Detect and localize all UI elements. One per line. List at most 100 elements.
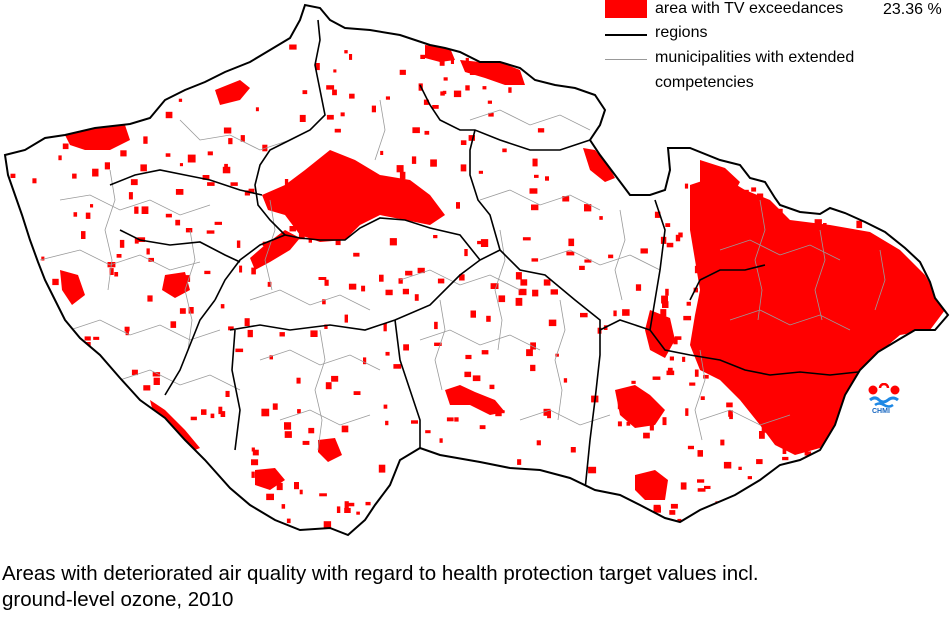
exceedance-cell <box>673 337 678 345</box>
exceedance-cell <box>114 272 119 277</box>
exceedance-cell <box>218 406 223 415</box>
exceedance-cell <box>680 482 687 490</box>
exceedance-cell <box>116 254 122 258</box>
exceedance-cell <box>323 521 332 530</box>
exceedance-cell <box>846 347 850 353</box>
exceedance-cell <box>330 166 335 170</box>
exceedance-cell <box>697 488 706 492</box>
exceedance-cell <box>827 352 835 359</box>
exceedance-cell <box>403 344 409 351</box>
exceedance-cell <box>365 501 371 506</box>
exceedance-cell <box>335 238 341 246</box>
exceedance-cell <box>892 319 897 327</box>
exceedance-cell <box>206 230 215 234</box>
exceedance-cell <box>822 300 828 304</box>
exceedance-cell <box>324 279 329 286</box>
exceedance-cell <box>131 369 138 376</box>
exceedance-cell <box>251 267 256 275</box>
exceedance-cell <box>584 259 592 263</box>
exceedance-area-brno <box>615 385 665 428</box>
exceedance-cell <box>881 316 889 324</box>
exceedance-cell <box>738 466 742 470</box>
exceedance-cell <box>697 450 703 457</box>
exceedance-cell <box>230 182 238 186</box>
exceedance-cell <box>613 310 617 317</box>
exceedance-cell <box>704 485 711 489</box>
exceedance-cell <box>768 335 774 343</box>
exceedance-cell <box>771 408 777 414</box>
exceedance-cell <box>41 256 45 261</box>
exceedance-cell <box>302 440 310 445</box>
exceedance-cell <box>348 502 355 507</box>
exceedance-cell <box>405 270 413 276</box>
exceedance-percentage: 23.36 % <box>883 1 942 18</box>
legend-item-regions: regions <box>605 24 905 44</box>
exceedance-cell <box>240 135 245 142</box>
exceedance-cell <box>308 427 315 434</box>
exceedance-cell <box>723 461 732 469</box>
exceedance-cell <box>823 401 828 406</box>
exceedance-cell <box>349 54 353 60</box>
exceedance-cell <box>425 430 431 434</box>
exceedance-cell <box>653 504 661 511</box>
exceedance-cell <box>589 156 595 161</box>
exceedance-cell <box>337 190 345 197</box>
exceedance-cell <box>579 265 585 270</box>
exceedance-cell <box>550 289 558 295</box>
exceedance-cell <box>385 96 390 100</box>
exceedance-cell <box>214 221 222 225</box>
exceedance-cell <box>489 384 495 390</box>
exceedance-cell <box>92 168 99 177</box>
exceedance-cell <box>697 479 705 483</box>
exceedance-area-southwest <box>150 400 200 452</box>
exceedance-cell <box>302 90 308 95</box>
exceedance-cell <box>522 237 531 241</box>
exceedance-cell <box>450 58 454 64</box>
exceedance-cell <box>487 100 492 104</box>
exceedance-cell <box>379 274 384 282</box>
exceedance-cell <box>411 420 418 424</box>
national-border <box>3 3 950 537</box>
exceedance-cell <box>502 148 507 153</box>
exceedance-cell <box>631 380 636 384</box>
exceedance-cell <box>190 416 197 421</box>
exceedance-area-west <box>60 270 85 305</box>
exceedance-cell <box>856 286 861 292</box>
exceedance-cell <box>141 206 149 214</box>
exceedance-cell <box>836 393 842 401</box>
exceedance-cell <box>490 283 499 289</box>
exceedance-cell <box>761 427 768 433</box>
exceedance-cell <box>251 447 255 452</box>
exceedance-cell <box>318 277 327 280</box>
exceedance-cell <box>402 288 409 295</box>
exceedance-cell <box>336 506 341 513</box>
exceedance-cell <box>310 330 318 337</box>
exceedance-cell <box>224 163 228 168</box>
chmi-logo-text: CHMI <box>872 408 890 415</box>
exceedance-cell <box>326 85 335 90</box>
exceedance-cell <box>775 229 782 234</box>
exceedance-cell <box>608 254 614 259</box>
exceedance-cell <box>434 342 442 346</box>
exceedance-cell <box>255 107 259 112</box>
exceedance-cell <box>424 130 430 135</box>
exceedance-cell <box>702 366 708 370</box>
exceedance-cell <box>707 369 715 374</box>
exceedance-cell <box>175 219 181 226</box>
municipalities-swatch <box>605 59 647 60</box>
exceedance-cell <box>472 375 481 382</box>
exceedance-cell <box>846 354 852 362</box>
exceedance-cell <box>536 440 541 446</box>
exceedance-cell <box>134 238 139 244</box>
exceedance-cell <box>652 376 661 380</box>
exceedance-cell <box>73 212 78 217</box>
exceedance-cell <box>331 375 339 382</box>
exceedance-cell <box>763 414 768 418</box>
exceedance-cell <box>743 380 751 386</box>
exceedance-cell <box>776 343 780 349</box>
exceedance-cell <box>464 249 468 257</box>
exceedance-cell <box>210 413 215 419</box>
exceedance-cell <box>396 165 404 173</box>
exceedance-cell <box>143 385 151 391</box>
exceedance-cell <box>486 315 491 322</box>
